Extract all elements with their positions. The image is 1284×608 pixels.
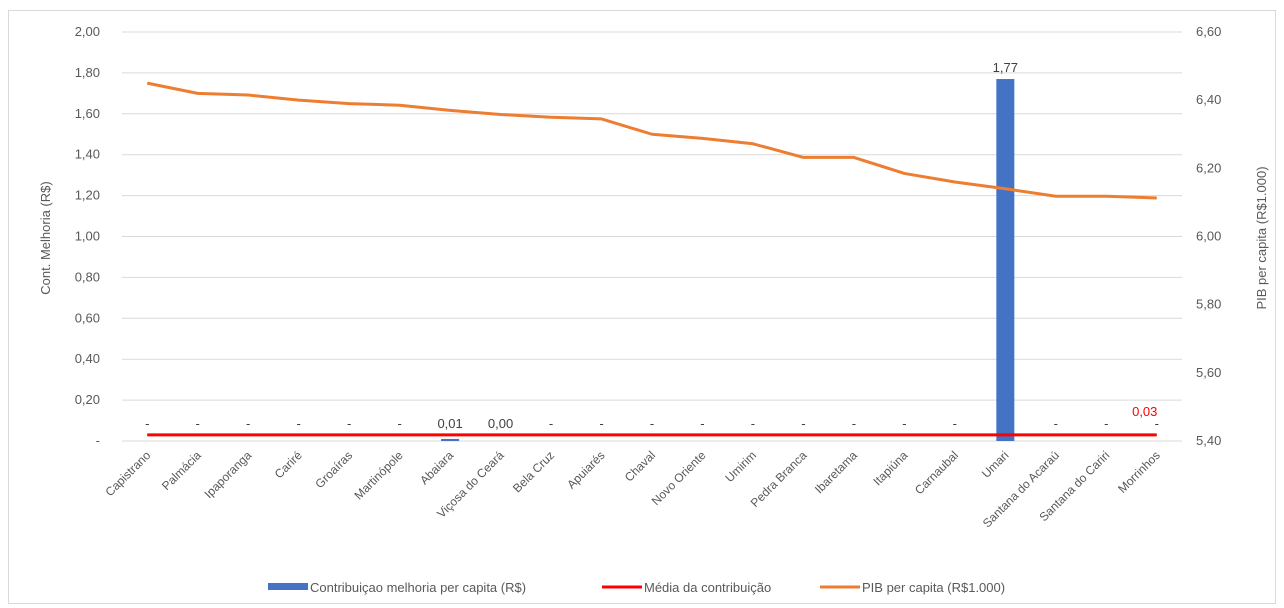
left-axis-title: Cont. Melhoria (R$) xyxy=(38,181,53,294)
category-label: Abaiara xyxy=(417,448,456,487)
data-labels: - - - - - -0,01 0,00- - - - - - - - -1,77- - -0,03 xyxy=(145,60,1159,431)
bar-data-label: - xyxy=(751,416,755,431)
bar-data-label: 0,00 xyxy=(488,416,513,431)
bar-data-label: - xyxy=(700,416,704,431)
bar-data-label: - xyxy=(1054,416,1058,431)
pib-line-series xyxy=(146,81,1157,200)
right-tick-label: 5,40 xyxy=(1196,433,1221,448)
left-tick-label: 0,20 xyxy=(75,392,100,407)
bar-data-label: - xyxy=(196,416,200,431)
category-label: Ipaporanga xyxy=(201,448,254,501)
category-label: Novo Oriente xyxy=(649,448,709,508)
bar-data-label: 1,77 xyxy=(993,60,1018,75)
left-tick-label: 1,80 xyxy=(75,65,100,80)
bar-data-label: - xyxy=(599,416,603,431)
left-tick-label: - xyxy=(96,433,100,448)
category-label: Bela Cruz xyxy=(510,448,557,495)
legend-swatch-bar xyxy=(268,583,308,590)
gridlines xyxy=(122,31,1182,442)
category-label: Capistrano xyxy=(102,448,153,499)
category-label: Ibaretama xyxy=(812,448,860,496)
bar-data-label: - xyxy=(902,416,906,431)
category-label: Umirim xyxy=(722,448,759,485)
bar-data-label: - xyxy=(397,416,401,431)
category-label: Morrinhos xyxy=(1115,448,1163,496)
bar-data-label: 0,01 xyxy=(437,416,462,431)
legend-label-pib: PIB per capita (R$1.000) xyxy=(862,580,1005,595)
mean-data-label: 0,03 xyxy=(1132,404,1157,419)
bar-data-label: - xyxy=(953,416,957,431)
right-tick-label: 6,40 xyxy=(1196,92,1221,107)
right-tick-label: 6,20 xyxy=(1196,160,1221,175)
right-axis-ticks: 5,40 5,60 5,80 6,00 6,20 6,40 6,60 xyxy=(1196,24,1221,448)
left-tick-label: 1,60 xyxy=(75,106,100,121)
bar-series xyxy=(441,79,1015,441)
category-label: Palmácia xyxy=(159,448,204,493)
bar-data-label: - xyxy=(852,416,856,431)
legend: Contribuiçao melhoria per capita (R$) Mé… xyxy=(268,580,1005,595)
right-tick-label: 6,00 xyxy=(1196,229,1221,244)
bar-data-label: - xyxy=(296,416,300,431)
left-tick-label: 1,00 xyxy=(75,229,100,244)
bar xyxy=(996,79,1015,441)
bar-data-label: - xyxy=(549,416,553,431)
category-label: Itapiúna xyxy=(870,448,910,488)
legend-label-bar: Contribuiçao melhoria per capita (R$) xyxy=(310,580,526,595)
category-label: Apuiarés xyxy=(564,448,607,491)
right-tick-label: 5,80 xyxy=(1196,297,1221,312)
category-label: Groaíras xyxy=(312,448,355,491)
left-tick-label: 2,00 xyxy=(75,24,100,39)
bar-data-label: - xyxy=(1104,416,1108,431)
legend-label-mean: Média da contribuição xyxy=(644,580,771,595)
bar xyxy=(441,438,460,441)
left-tick-label: 1,40 xyxy=(75,147,100,162)
chart-area xyxy=(8,10,1276,604)
bar-data-label: - xyxy=(801,416,805,431)
category-label: Carnaubal xyxy=(912,448,961,497)
category-label: Chaval xyxy=(622,448,658,484)
right-tick-label: 6,60 xyxy=(1196,24,1221,39)
left-tick-label: 0,60 xyxy=(75,310,100,325)
right-tick-label: 5,60 xyxy=(1196,365,1221,380)
left-tick-label: 1,20 xyxy=(75,188,100,203)
left-axis-ticks: - 0,20 0,40 0,60 0,80 1,00 1,20 1,40 1,60 1,80 2,0… xyxy=(75,24,100,448)
left-tick-label: 0,80 xyxy=(75,269,100,284)
left-tick-label: 0,40 xyxy=(75,351,100,366)
bar-data-label: - xyxy=(246,416,250,431)
bar-data-label: - xyxy=(1155,416,1159,431)
category-label: Umari xyxy=(979,448,1012,481)
bar-data-label: - xyxy=(650,416,654,431)
bar-data-label: - xyxy=(347,416,351,431)
right-axis-title: PIB per capita (R$1.000) xyxy=(1254,166,1269,309)
bar-data-label: - xyxy=(145,416,149,431)
category-label: Martinópole xyxy=(352,448,406,502)
category-label: Cariré xyxy=(272,448,305,481)
